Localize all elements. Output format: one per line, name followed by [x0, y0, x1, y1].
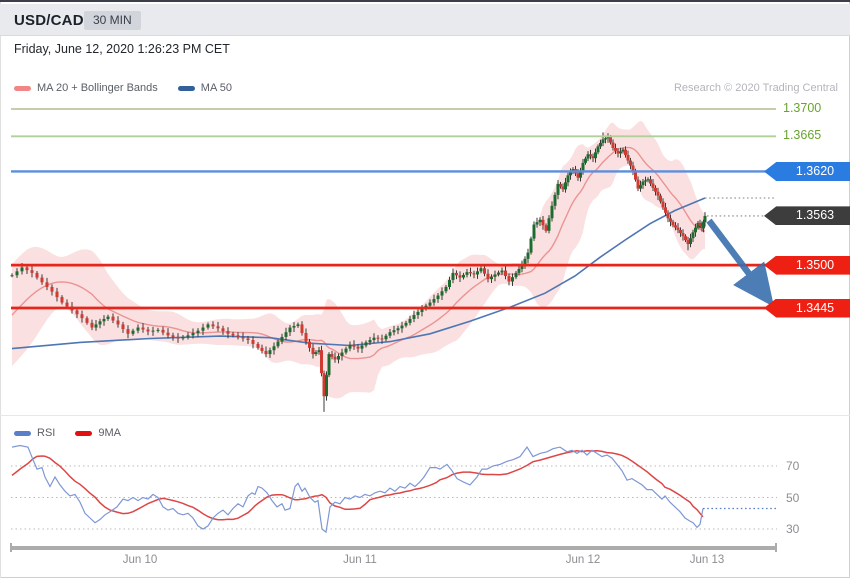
rsi-legend: RSI 9MA — [14, 426, 135, 440]
attribution-text: Research © 2020 Trading Central — [673, 82, 838, 94]
rsi-legend-swatch — [14, 430, 31, 436]
bollinger-legend-swatch — [14, 85, 31, 91]
symbol-title: USD/CAD — [14, 12, 84, 29]
x-axis-label-jun-13: Jun 13 — [689, 554, 725, 566]
ma50-line — [11, 197, 706, 350]
scrollbar-left-cap[interactable] — [10, 543, 12, 552]
rsi-ma-line — [11, 450, 704, 521]
x-axis-label-jun-11: Jun 11 — [343, 554, 377, 566]
main-chart-legend: MA 20 + Bollinger Bands MA 50 — [14, 81, 246, 95]
rsi-line — [11, 444, 704, 534]
rsi-ma-legend-swatch — [75, 430, 93, 436]
price-label-resistance-2: 1.3700 — [783, 101, 822, 115]
ma20-line — [11, 146, 705, 360]
price-label-resistance-1: 1.3665 — [783, 128, 822, 143]
downside-forecast-arrow — [706, 218, 775, 307]
candlestick-series — [10, 132, 707, 412]
ma50-legend-swatch — [177, 85, 195, 91]
price-badge-target: 1.3445 — [764, 298, 850, 318]
ma50-legend-label: MA 50 — [200, 82, 232, 94]
x-axis-label-jun-10: Jun 10 — [122, 554, 158, 566]
price-badge-support-1: 1.3500 — [764, 255, 850, 275]
title-bar: USD/CAD 30 MIN — [0, 4, 850, 36]
bollinger-band-fill — [12, 120, 705, 399]
rsi-level-label-50: 50 — [786, 490, 800, 505]
time-scrollbar[interactable] — [10, 546, 777, 550]
timeframe-badge: 30 MIN — [84, 11, 141, 30]
main-chart-plot — [10, 120, 707, 412]
price-badge-last-price: 1.3563 — [764, 206, 850, 226]
rsi-ma-legend-label: 9MA — [98, 427, 121, 439]
chart-timestamp: Friday, June 12, 2020 1:26:23 PM CET — [14, 42, 230, 56]
rsi-level-label-30: 30 — [786, 522, 800, 536]
rsi-level-label-70: 70 — [786, 459, 800, 473]
scrollbar-right-cap[interactable] — [775, 543, 777, 552]
x-axis-label-jun-12: Jun 12 — [565, 554, 601, 566]
bollinger-legend-label: MA 20 + Bollinger Bands — [37, 82, 158, 94]
rsi-legend-label: RSI — [37, 427, 56, 439]
price-badge-pivot: 1.3620 — [764, 161, 850, 181]
